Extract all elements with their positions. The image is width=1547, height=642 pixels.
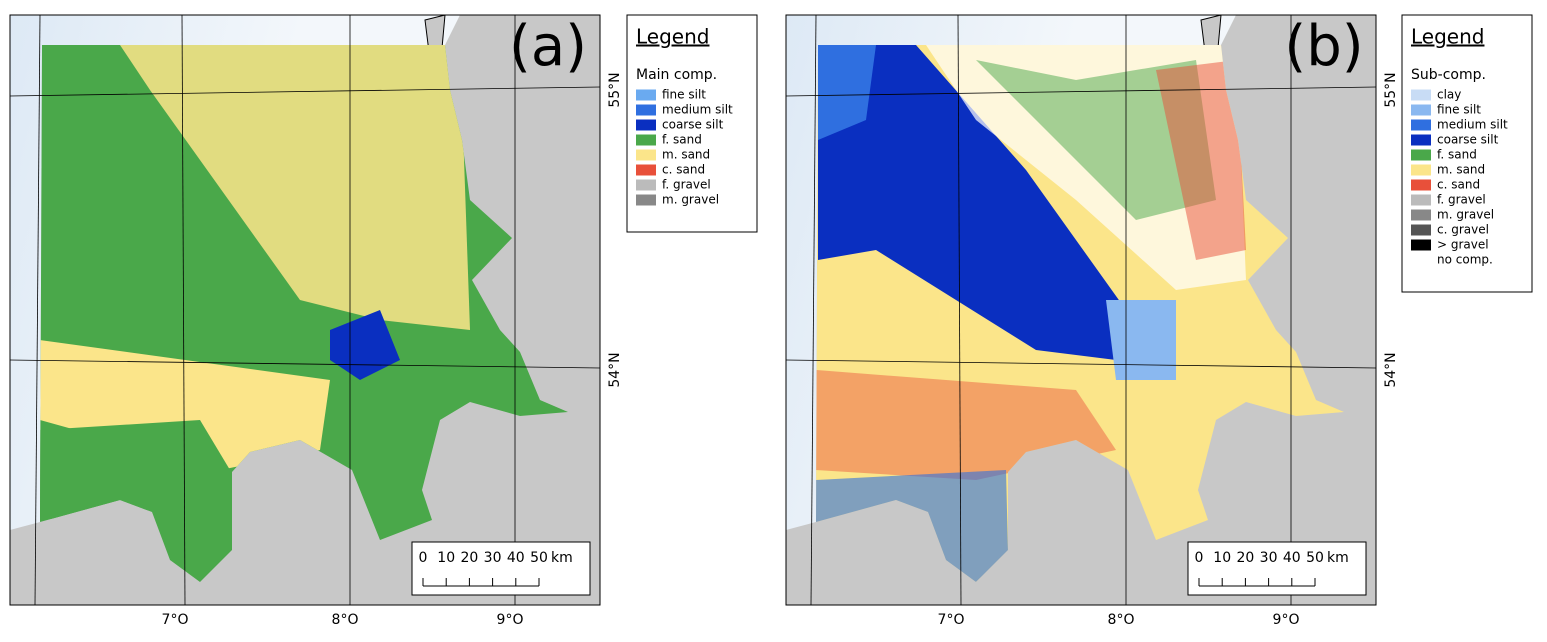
legend-item: c. sand (662, 163, 705, 177)
legend-item: m. sand (662, 148, 710, 162)
lat-label: 55°N (607, 72, 623, 107)
scale-tick-label: 20 (1236, 550, 1254, 566)
panel-label: (b) (1284, 14, 1363, 79)
legend-item: fine silt (1437, 103, 1481, 117)
legend-item: c. sand (1437, 178, 1480, 192)
legend-item: f. gravel (662, 178, 711, 192)
lat-label: 55°N (1383, 72, 1399, 107)
scale-tick-label: 40 (1283, 550, 1301, 566)
legend-item: no comp. (1437, 253, 1493, 267)
lat-label: 54°N (1383, 352, 1399, 387)
scale-tick-label: 30 (1260, 550, 1278, 566)
legend-swatch (636, 164, 656, 176)
map-a (10, 15, 600, 605)
scale-tick-label: 0 (1195, 550, 1204, 566)
scale-tick-label: 40 (507, 550, 525, 566)
legend-swatch (1411, 149, 1431, 161)
legend-swatch (636, 194, 656, 206)
legend-swatch (1411, 179, 1431, 191)
legend-swatch (1411, 134, 1431, 146)
legend-title: Legend (1411, 25, 1484, 49)
legend-item: medium silt (1437, 118, 1508, 132)
lon-label: 9°O (497, 612, 524, 628)
legend-swatch (636, 179, 656, 191)
legend-swatch (1411, 209, 1431, 221)
lat-label: 54°N (607, 352, 623, 387)
scale-tick-label: 0 (419, 550, 428, 566)
legend-heading: Main comp. (636, 67, 717, 83)
legend-swatch (636, 89, 656, 101)
legend-item: m. sand (1437, 163, 1485, 177)
legend-swatch (636, 119, 656, 131)
legend-item: c. gravel (1437, 223, 1489, 237)
legend-swatch (1411, 104, 1431, 116)
legend-item: medium silt (662, 103, 733, 117)
scale-unit: km (551, 550, 573, 566)
scale-tick-label: 10 (1213, 550, 1231, 566)
map-frame (9, 14, 601, 606)
legend-title: Legend (636, 25, 709, 49)
legend-item: f. gravel (1437, 193, 1486, 207)
legend-item: f. sand (662, 133, 702, 147)
lon-label: 9°O (1273, 612, 1300, 628)
legend-item: clay (1437, 88, 1461, 102)
scale-tick-label: 20 (460, 550, 478, 566)
legend-item: m. gravel (1437, 208, 1494, 222)
legend-swatch (1411, 164, 1431, 176)
legend-swatch (636, 104, 656, 116)
scale-tick-label: 50 (530, 550, 548, 566)
lon-label: 8°O (332, 612, 359, 628)
legend-item: coarse silt (662, 118, 724, 132)
legend-item: > gravel (1437, 238, 1489, 252)
legend-item: f. sand (1437, 148, 1477, 162)
legend-swatch (1411, 194, 1431, 206)
legend-swatch (1411, 224, 1431, 236)
scale-unit: km (1327, 550, 1349, 566)
legend-swatch (1411, 119, 1431, 131)
scale-tick-label: 10 (437, 550, 455, 566)
scale-tick-label: 50 (1306, 550, 1324, 566)
lon-label: 7°O (162, 612, 189, 628)
legend-item: m. gravel (662, 193, 719, 207)
legend-item: coarse silt (1437, 133, 1499, 147)
map-b (786, 15, 1376, 605)
legend-swatch (1411, 239, 1431, 251)
legend-heading: Sub-comp. (1411, 67, 1486, 83)
legend-swatch (636, 149, 656, 161)
lon-label: 8°O (1108, 612, 1135, 628)
scale-tick-label: 30 (484, 550, 502, 566)
panel-label: (a) (509, 14, 587, 79)
legend-item: fine silt (662, 88, 706, 102)
lon-label: 7°O (938, 612, 965, 628)
legend-swatch (1411, 89, 1431, 101)
legend-swatch (636, 134, 656, 146)
